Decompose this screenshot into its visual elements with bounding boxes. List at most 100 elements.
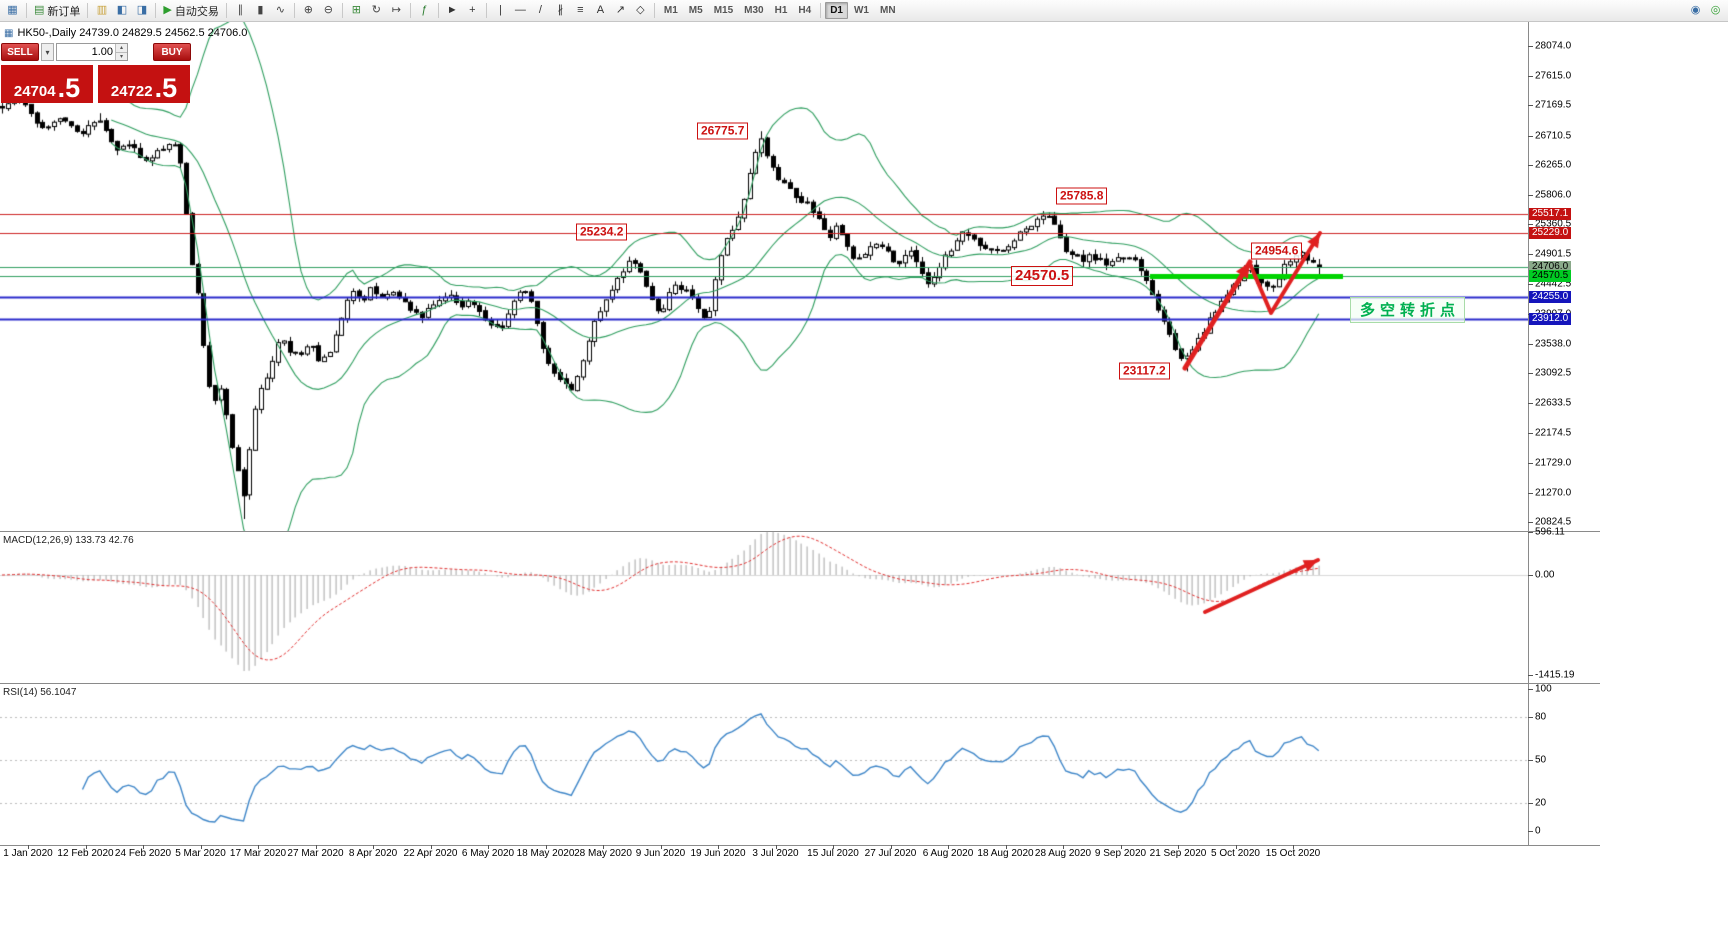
chart-window: ▦ HK50-,Daily 24739.0 24829.5 24562.5 24…	[0, 22, 1728, 946]
tf-button-d1[interactable]: D1	[825, 2, 848, 19]
price-axis-label: 20824.5	[1535, 516, 1572, 528]
tf-button-h4[interactable]: H4	[798, 5, 812, 16]
price-axis-label: 22174.5	[1535, 427, 1572, 439]
buy-price-main: 24722	[110, 82, 153, 100]
buy-price-fraction: .5	[154, 73, 178, 104]
community-button[interactable]: ◎	[1706, 1, 1725, 20]
date-axis-tick	[545, 845, 547, 849]
volume-field: ▴ ▾	[56, 43, 128, 61]
macd-scale-tick	[1528, 575, 1533, 576]
new-chart-icon: ▦	[7, 4, 18, 16]
date-axis-label: 6 May 2020	[461, 848, 515, 859]
zoom-out-button[interactable]: ⊖	[319, 1, 338, 20]
chart-title: ▦ HK50-,Daily 24739.0 24829.5 24562.5 24…	[4, 27, 247, 39]
macd-scale-label: 0.00	[1535, 569, 1555, 581]
price-callout[interactable]: 24570.5	[1011, 266, 1074, 287]
bar-chart-button[interactable]: ∥	[231, 1, 250, 20]
date-axis-tick	[948, 845, 949, 849]
date-axis-label: 5 Oct 2020	[1211, 848, 1260, 859]
channel-button[interactable]: ∦	[551, 1, 570, 20]
arrows-icon: ↗	[615, 4, 625, 16]
order-type-dropdown[interactable]: ▾	[41, 43, 54, 61]
toolbar-separator	[155, 3, 157, 18]
date-axis-label: 18 May 2020	[516, 848, 575, 859]
toolbar-separator	[225, 3, 227, 18]
tf-button-m30[interactable]: M30	[744, 5, 764, 16]
price-axis-label: 22633.5	[1535, 397, 1572, 409]
price-line-label: 25229.0	[1529, 226, 1572, 239]
fibonacci-button[interactable]: ≡	[571, 1, 590, 20]
data-window-icon: ◧	[116, 4, 128, 16]
auto-trading-button-label: 自动交易	[174, 5, 219, 18]
price-callout[interactable]: 24954.6	[1251, 242, 1303, 260]
main-chart-canvas[interactable]	[0, 22, 1528, 531]
zoom-in-button[interactable]: ⊕	[299, 1, 318, 20]
trendline-button[interactable]: /	[531, 1, 550, 20]
sell-button[interactable]: SELL	[1, 43, 39, 61]
auto-scroll-icon: ↻	[371, 4, 381, 16]
tile-windows-icon: ⊞	[351, 4, 361, 16]
price-axis-tick	[1528, 433, 1533, 435]
chart-shift-button[interactable]: ↦	[387, 1, 406, 20]
rsi-panel-divider[interactable]	[0, 683, 1600, 684]
date-axis-tick	[1235, 845, 1237, 849]
rsi-indicator-label: RSI(14) 56.1047	[3, 687, 77, 698]
text-icon: A	[596, 4, 605, 16]
crosshair-icon: +	[469, 4, 476, 16]
price-line-label: 24570.5	[1529, 270, 1572, 283]
text-button[interactable]: A	[591, 1, 610, 20]
candlestick-chart-button[interactable]: ▮	[251, 1, 270, 20]
tf-button-mn[interactable]: MN	[879, 5, 896, 16]
data-window-button[interactable]: ◧	[112, 1, 131, 20]
date-axis-label: 28 Aug 2020	[1034, 848, 1092, 859]
date-axis-tick	[833, 845, 834, 849]
price-axis-tick	[1528, 373, 1533, 375]
volume-decrease-button[interactable]: ▾	[116, 51, 127, 60]
rsi-scale-tick	[1528, 831, 1533, 832]
auto-scroll-button[interactable]: ↻	[367, 1, 386, 20]
sell-price-box[interactable]: 24704.5	[1, 65, 93, 103]
tile-windows-button[interactable]: ⊞	[347, 1, 366, 20]
new-order-button[interactable]: ▤ 新订单	[31, 1, 83, 20]
price-callout[interactable]: 25785.8	[1056, 187, 1108, 205]
navigator-button[interactable]: ◨	[132, 1, 151, 20]
new-chart-button[interactable]: ▦	[3, 1, 22, 20]
price-axis-tick	[1528, 105, 1533, 107]
tf-button-m5[interactable]: M5	[688, 5, 703, 16]
auto-trading-button[interactable]: ▶ 自动交易	[160, 1, 221, 20]
tf-button-h1[interactable]: H1	[774, 5, 788, 16]
arrows-button[interactable]: ↗	[611, 1, 630, 20]
horizontal-line-button[interactable]: —	[511, 1, 530, 20]
cursor-button[interactable]: ►	[443, 1, 462, 20]
shapes-button[interactable]: ◇	[631, 1, 650, 20]
zoom-in-icon: ⊕	[303, 4, 313, 16]
buy-button[interactable]: BUY	[153, 43, 191, 61]
macd-panel-canvas[interactable]	[0, 531, 1528, 683]
date-axis-label: 9 Jun 2020	[635, 848, 686, 859]
macd-panel-divider[interactable]	[0, 531, 1600, 532]
price-callout[interactable]: 23117.2	[1119, 362, 1170, 380]
line-chart-button[interactable]: ∿	[271, 1, 290, 20]
crosshair-button[interactable]: +	[463, 1, 482, 20]
rsi-panel-canvas[interactable]	[0, 683, 1528, 845]
vertical-line-button[interactable]: |	[491, 1, 510, 20]
buy-price-box[interactable]: 24722.5	[98, 65, 190, 103]
tf-button-w1[interactable]: W1	[853, 5, 869, 16]
alerts-button[interactable]: ◉	[1686, 1, 1705, 20]
indicators-button[interactable]: ƒ	[415, 1, 434, 20]
turning-point-annotation[interactable]: 多空转折点	[1350, 297, 1466, 323]
price-callout[interactable]: 26775.7	[697, 122, 749, 140]
tf-button-m15[interactable]: M15	[713, 5, 734, 16]
rsi-scale-label: 100	[1535, 683, 1552, 695]
date-axis-label: 21 Sep 2020	[1149, 848, 1207, 859]
date-axis-label: 3 Jul 2020	[752, 848, 799, 859]
tf-button-m1[interactable]: M1	[663, 5, 678, 16]
price-axis-label: 27169.5	[1535, 99, 1572, 111]
trendline-icon: /	[538, 4, 542, 16]
channel-icon: ∦	[557, 4, 564, 16]
market-watch-button[interactable]: ▥	[92, 1, 111, 20]
volume-input[interactable]	[57, 44, 115, 60]
shapes-icon: ◇	[636, 4, 645, 16]
price-callout[interactable]: 25234.2	[576, 223, 628, 241]
volume-increase-button[interactable]: ▴	[116, 44, 127, 52]
